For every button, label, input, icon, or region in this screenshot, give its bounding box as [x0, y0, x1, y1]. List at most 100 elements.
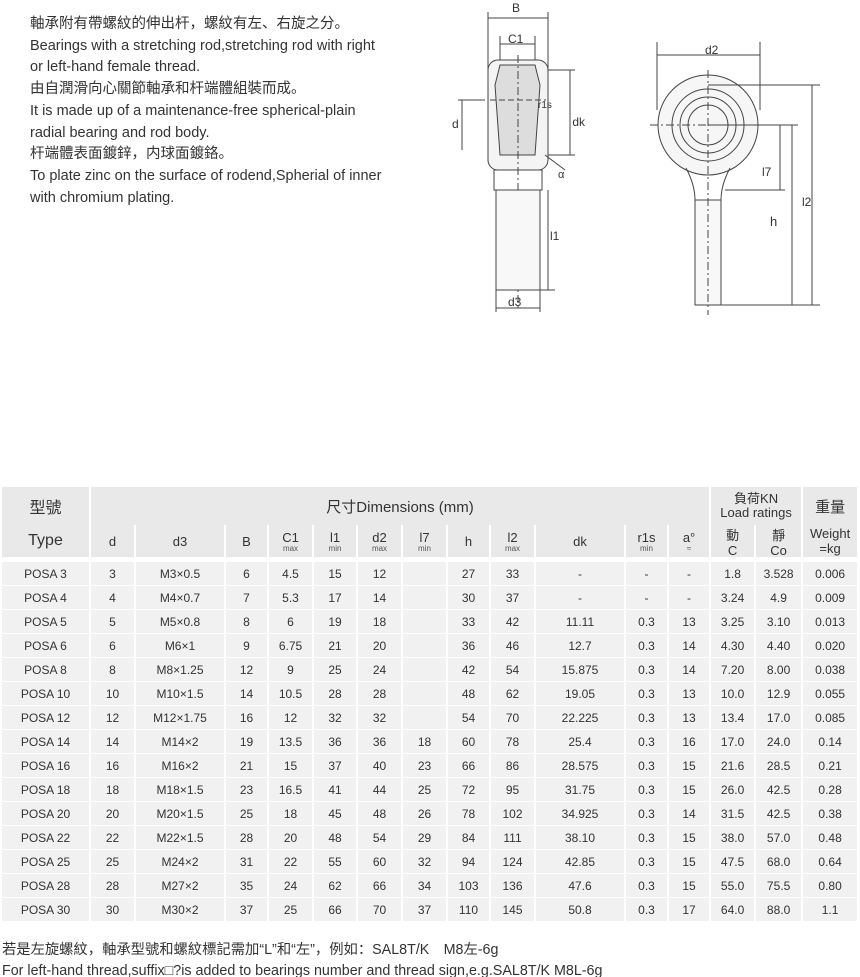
value-cell: 88.0 [755, 897, 804, 922]
value-cell: 0.38 [802, 801, 860, 826]
value-cell: 44 [357, 777, 403, 802]
value-cell: - [625, 585, 669, 610]
value-cell: 33 [490, 562, 536, 586]
table-row: POSA 30 30 M30×2 37 25 66 70 37 110 145 50.8 0.3 17 6… [2, 897, 860, 922]
value-cell: 94 [447, 849, 491, 874]
value-cell: 34 [402, 873, 448, 898]
value-cell: 38.10 [535, 825, 626, 850]
value-cell: M22×1.5 [135, 825, 226, 850]
value-cell: 25 [225, 801, 269, 826]
value-cell: 28 [357, 681, 403, 706]
type-cell: POSA 6 [2, 633, 91, 658]
value-cell: 31.5 [710, 801, 757, 826]
value-cell: 26 [402, 801, 448, 826]
value-cell: 4 [90, 585, 136, 610]
label-alpha: α [558, 169, 565, 181]
value-cell: 0.3 [625, 657, 669, 682]
value-cell: 18 [357, 609, 403, 634]
value-cell: 6 [268, 609, 314, 634]
value-cell: 15 [668, 873, 712, 898]
table-row: POSA 4 4 M4×0.7 7 5.3 17 14 30 37- - -3.24 4.9 0.009 [2, 585, 860, 610]
value-cell: M16×2 [135, 753, 226, 778]
value-cell: 54 [490, 657, 536, 682]
value-cell: 24 [357, 657, 403, 682]
column-header: r1s min [625, 525, 669, 557]
value-cell: 136 [490, 873, 536, 898]
table-row: POSA 12 12 M12×1.75 16 12 32 32 54 70 22.225 0.3 13… [2, 705, 860, 730]
type-header-cn: 型號 [2, 487, 91, 525]
value-cell [402, 609, 448, 634]
value-cell: 15 [268, 753, 314, 778]
column-header-main: r1s [637, 529, 656, 545]
value-cell: 10.5 [268, 681, 314, 706]
intro-line: with chromium plating. [30, 189, 175, 206]
type-cell: POSA 14 [2, 729, 91, 754]
column-header: d3 [135, 525, 226, 557]
column-header-main: a° [682, 529, 696, 545]
intro-text: 軸承附有帶螺紋的伸出杆，螺紋有左、右旋之分。 Bearings with a st… [30, 14, 430, 209]
value-cell [402, 633, 448, 658]
value-cell: 28.5 [755, 753, 804, 778]
value-cell: 28.575 [535, 753, 626, 778]
value-cell: M6×1 [135, 633, 226, 658]
value-cell: 24 [268, 873, 314, 898]
value-cell: 37 [490, 585, 536, 610]
value-cell: 25 [268, 897, 314, 922]
value-cell: 66 [313, 897, 358, 922]
type-cell: POSA 22 [2, 825, 91, 850]
value-cell: 3.10 [755, 609, 804, 634]
value-cell: 12 [225, 657, 269, 682]
column-header-main: l1 [329, 529, 341, 545]
value-cell: - [625, 562, 669, 586]
value-cell: 35 [225, 873, 269, 898]
value-cell: 0.3 [625, 873, 669, 898]
value-cell: 13.5 [268, 729, 314, 754]
value-cell: M4×0.7 [135, 585, 226, 610]
column-header-sub: min [328, 543, 342, 553]
value-cell: 60 [447, 729, 491, 754]
value-cell: 40 [357, 753, 403, 778]
value-cell: 0.3 [625, 753, 669, 778]
value-cell: 20 [268, 825, 314, 850]
table-row: POSA 3 3 M3×0.5 6 4.5 15 12 27 33- - -1.8 3.528 0.00… [2, 562, 860, 586]
value-cell: 6 [225, 562, 269, 586]
dimensions-header: 尺寸Dimensions (mm) [90, 487, 712, 525]
value-cell: 41 [313, 777, 358, 802]
column-header-sub: min [640, 543, 653, 553]
value-cell: 86 [490, 753, 536, 778]
value-cell: 78 [490, 729, 536, 754]
value-cell: 0.038 [802, 657, 860, 682]
value-cell: 0.3 [625, 777, 669, 802]
value-cell: 15.875 [535, 657, 626, 682]
value-cell: 54 [357, 825, 403, 850]
type-cell: POSA 20 [2, 801, 91, 826]
value-cell: 22.225 [535, 705, 626, 730]
table-row: POSA 28 28 M27×2 35 24 62 66 34 103 136 47.6 0.3 15 5… [2, 873, 860, 898]
value-cell: 46 [490, 633, 536, 658]
column-header-main: d2 [372, 529, 387, 545]
value-cell: 72 [447, 777, 491, 802]
value-cell: 14 [225, 681, 269, 706]
value-cell: 4.30 [710, 633, 757, 658]
value-cell: M24×2 [135, 849, 226, 874]
value-cell: 70 [357, 897, 403, 922]
value-cell [402, 585, 448, 610]
column-header: l7 min [402, 525, 448, 557]
value-cell: 25 [90, 849, 136, 874]
value-cell: 48 [313, 825, 358, 850]
value-cell: 13 [668, 681, 712, 706]
weight-unit: =kg [819, 541, 841, 556]
type-cell: POSA 5 [2, 609, 91, 634]
note-line: 若是左旋螺紋，軸承型號和螺紋標記需加“L”和“左”，例如：SAL8T/K M8左… [2, 942, 499, 958]
value-cell: 33 [447, 609, 491, 634]
value-cell: 42.5 [755, 801, 804, 826]
value-cell: 7 [225, 585, 269, 610]
value-cell: 12 [90, 705, 136, 730]
value-cell: 3.528 [755, 562, 804, 586]
value-cell: 10.0 [710, 681, 757, 706]
table-row: POSA 22 22 M22×1.5 28 20 48 54 29 84 111 38.10 0.3 1… [2, 825, 860, 850]
label-l2: l2 [802, 195, 812, 209]
value-cell: 1.8 [710, 562, 757, 586]
column-header-main: B [242, 533, 251, 549]
value-cell: 32 [313, 705, 358, 730]
